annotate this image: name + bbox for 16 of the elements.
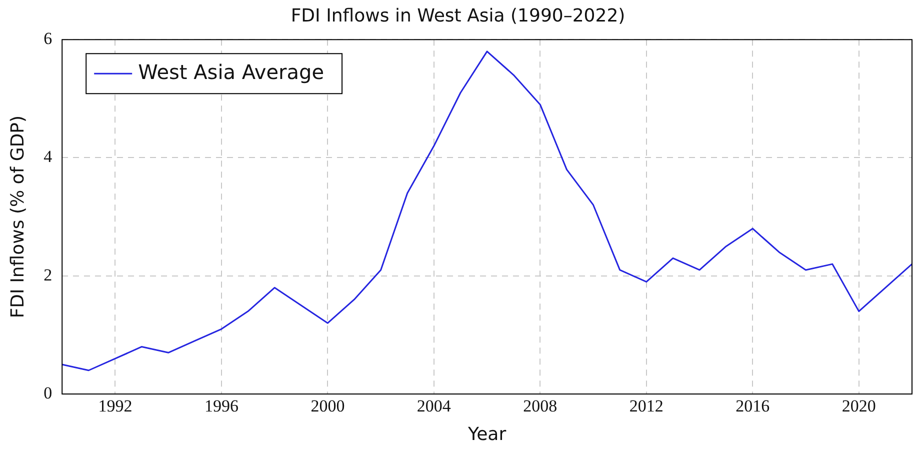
x-tick-label: 2004: [416, 396, 452, 416]
x-tick-label: 2012: [629, 396, 664, 416]
y-tick-label: 4: [44, 147, 53, 166]
x-tick-label: 1992: [98, 396, 132, 416]
legend-label: West Asia Average: [138, 60, 324, 84]
y-axis-title: FDI Inflows (% of GDP): [7, 115, 28, 318]
y-tick-label: 0: [44, 383, 52, 402]
y-tick-label: 2: [44, 265, 52, 284]
y-tick-label: 6: [44, 29, 52, 48]
x-tick-label: 1996: [204, 396, 238, 416]
x-tick-label: 2020: [842, 396, 876, 416]
x-tick-label: 2000: [310, 396, 345, 416]
chart-title: FDI Inflows in West Asia (1990–2022): [290, 5, 626, 26]
x-axis-title: Year: [466, 424, 507, 445]
x-tick-label: 2016: [736, 396, 770, 416]
x-tick-label: 2008: [523, 396, 558, 416]
